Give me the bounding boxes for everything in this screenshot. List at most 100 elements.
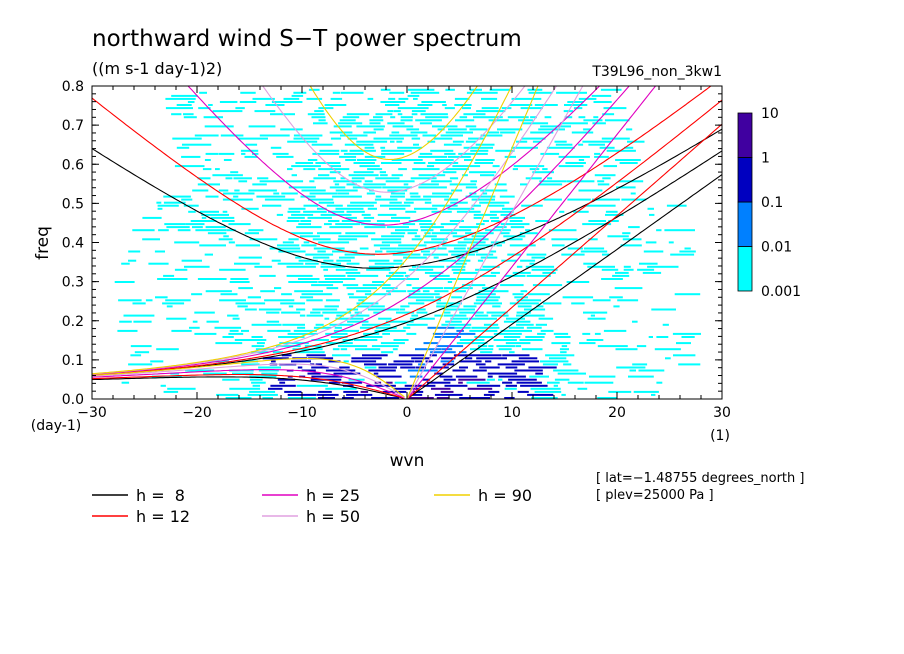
spectrum-cell xyxy=(486,311,508,314)
spectrum-cell xyxy=(651,308,676,311)
spectrum-cell xyxy=(279,342,309,345)
spectrum-cell xyxy=(627,140,645,143)
spectrum-cell xyxy=(227,314,239,317)
spectrum-cell xyxy=(473,213,497,216)
spectrum-cell xyxy=(248,229,264,232)
spectrum-cell xyxy=(489,210,514,213)
spectrum-cell xyxy=(324,278,356,280)
spectrum-cell xyxy=(478,290,509,293)
spectrum-cell xyxy=(406,332,417,335)
spectrum-cell xyxy=(496,244,502,247)
spectrum-cell xyxy=(608,390,632,393)
spectrum-cell xyxy=(455,119,475,122)
spectrum-cell xyxy=(616,366,646,369)
spectrum-cell xyxy=(119,320,132,323)
spectrum-cell xyxy=(476,357,507,360)
colorbar-swatch xyxy=(737,201,753,247)
spectrum-cell xyxy=(432,332,446,335)
spectrum-cell xyxy=(305,262,319,265)
spectrum-cell xyxy=(364,146,375,149)
spectrum-cell xyxy=(220,134,244,137)
spectrum-cell xyxy=(118,299,142,302)
spectrum-cell xyxy=(303,168,316,171)
spectrum-cell xyxy=(386,226,409,229)
spectrum-cell xyxy=(412,287,444,290)
spectrum-cell xyxy=(406,284,412,287)
spectrum-cell xyxy=(183,204,199,207)
spectrum-cell xyxy=(637,268,655,271)
spectrum-cell xyxy=(609,296,623,299)
spectrum-cell xyxy=(444,198,459,201)
spectrum-cell xyxy=(628,375,654,378)
spectrum-cell xyxy=(252,152,259,155)
spectrum-cell xyxy=(511,97,542,100)
spectrum-cell xyxy=(516,323,534,326)
spectrum-cell xyxy=(424,232,431,235)
spectrum-cell xyxy=(422,290,430,293)
spectrum-cell xyxy=(273,192,280,195)
spectrum-cell xyxy=(447,207,475,210)
spectrum-cell xyxy=(247,393,278,396)
spectrum-cell xyxy=(386,290,407,293)
spectrum-cell xyxy=(446,265,466,268)
spectrum-cell xyxy=(271,101,303,103)
spectrum-cell xyxy=(312,256,330,259)
spectrum-cell xyxy=(407,94,420,97)
spectrum-cell xyxy=(325,332,348,335)
spectrum-cell xyxy=(583,119,603,122)
spectrum-cell xyxy=(532,284,563,287)
spectrum-cell xyxy=(473,216,482,219)
spectrum-cell xyxy=(308,357,334,360)
spectrum-cell xyxy=(463,146,493,149)
spectrum-cell xyxy=(375,195,382,198)
spectrum-cell xyxy=(440,134,463,137)
spectrum-cell xyxy=(443,311,451,314)
spectrum-cell xyxy=(578,189,603,192)
spectrum-cell xyxy=(421,101,446,103)
spectrum-cell xyxy=(559,122,588,125)
spectrum-cell xyxy=(286,274,313,277)
spectrum-cell xyxy=(396,140,403,143)
spectrum-cell xyxy=(259,274,276,277)
spectrum-cell xyxy=(417,104,433,106)
spectrum-cell xyxy=(393,339,409,341)
spectrum-cell xyxy=(526,326,542,329)
spectrum-cell xyxy=(441,357,456,360)
spectrum-cell xyxy=(281,192,298,195)
spectrum-cell xyxy=(633,390,659,393)
spectrum-cell xyxy=(293,329,317,332)
spectrum-cell xyxy=(347,274,379,277)
spectrum-cell xyxy=(240,149,259,152)
spectrum-cell xyxy=(114,281,135,283)
spectrum-cell xyxy=(416,308,426,311)
spectrum-cell xyxy=(584,381,614,384)
spectrum-cell xyxy=(364,363,387,366)
spectrum-cell xyxy=(589,375,616,378)
y-tick-label: 0.0 xyxy=(62,392,84,408)
y-tick-label: 0.6 xyxy=(62,157,84,173)
spectrum-cell xyxy=(649,213,655,216)
spectrum-cell xyxy=(538,128,565,131)
spectrum-cell xyxy=(469,171,497,174)
spectrum-cell xyxy=(367,97,374,100)
spectrum-cell xyxy=(265,104,285,106)
spectrum-cell xyxy=(157,204,179,207)
colorbar: 0.001 0.01 0.1 1 10 xyxy=(737,106,801,300)
spectrum-cell xyxy=(223,192,255,195)
spectrum-cell xyxy=(163,195,191,198)
spectrum-cell xyxy=(251,323,282,326)
spectrum-cell xyxy=(553,384,558,387)
spectrum-cell xyxy=(476,253,494,256)
spectrum-cell xyxy=(206,320,219,323)
spectrum-cell xyxy=(156,348,179,351)
spectrum-cell xyxy=(530,131,554,134)
spectrum-cell xyxy=(205,152,219,155)
mrg-curve-h90 xyxy=(92,86,513,375)
spectrum-cell xyxy=(346,210,365,213)
spectrum-cell xyxy=(397,107,429,110)
spectrum-cell xyxy=(222,378,240,381)
spectrum-cell xyxy=(183,116,197,119)
spectrum-cell xyxy=(367,308,400,311)
x-tick-label: −20 xyxy=(182,405,212,421)
spectrum-cell xyxy=(448,250,479,253)
